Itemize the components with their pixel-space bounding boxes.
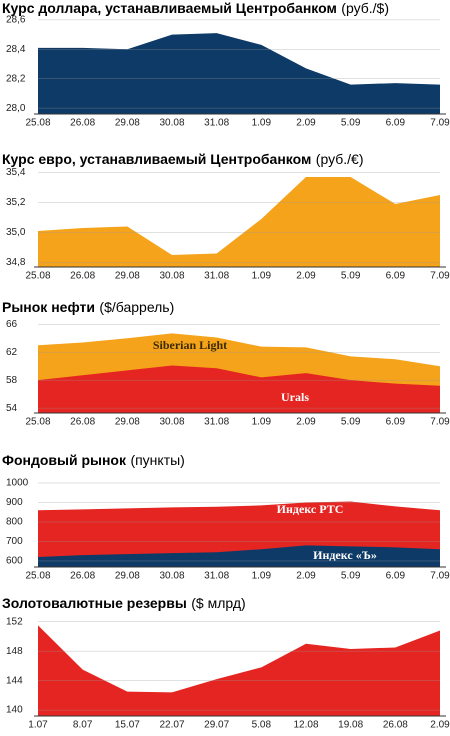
x-tick-label: 31.08 <box>204 271 229 282</box>
x-tick-label: 29.08 <box>115 417 140 428</box>
x-tick-label: 1.09 <box>252 417 272 428</box>
title-text: Фондовый рынок <box>2 452 127 468</box>
title-unit: (руб./$) <box>341 0 389 16</box>
series-label: Индекс РТС <box>277 502 344 516</box>
x-tick-label: 1.09 <box>252 571 272 582</box>
y-tick-label: 900 <box>6 497 23 508</box>
chart-title: Фондовый рынок (пункты) <box>2 452 185 470</box>
x-tick-label: 6.09 <box>386 417 406 428</box>
x-tick-label: 29.08 <box>115 271 140 282</box>
x-tick-label: 7.09 <box>430 417 450 428</box>
y-tick-label: 152 <box>6 616 23 627</box>
y-tick-label: 700 <box>6 536 23 547</box>
x-tick-label: 31.08 <box>204 118 229 129</box>
x-tick-label: 30.08 <box>159 571 184 582</box>
series-label: Индекс «Ъ» <box>313 548 377 562</box>
x-tick-label: 2.09 <box>296 271 316 282</box>
x-tick-label: 2.09 <box>296 571 316 582</box>
x-tick-label: 31.08 <box>204 571 229 582</box>
area <box>38 625 440 716</box>
y-tick-label: 600 <box>6 556 23 567</box>
y-tick-label: 34,8 <box>6 257 26 268</box>
y-tick-label: 800 <box>6 517 23 528</box>
x-tick-label: 30.08 <box>159 417 184 428</box>
x-tick-label: 2.09 <box>430 720 450 731</box>
chart-title: Курс евро, устанавливаемый Центробанком … <box>2 151 364 169</box>
area <box>38 33 440 114</box>
x-tick-label: 25.08 <box>25 271 50 282</box>
x-tick-label: 25.08 <box>25 417 50 428</box>
chart-title: Золотовалютные резервы ($ млрд) <box>2 595 246 613</box>
x-tick-label: 26.08 <box>70 271 95 282</box>
x-tick-label: 26.08 <box>70 571 95 582</box>
y-tick-label: 144 <box>6 675 23 686</box>
y-tick-label: 62 <box>6 347 18 358</box>
y-tick-label: 35,2 <box>6 197 26 208</box>
x-tick-label: 5.09 <box>341 417 361 428</box>
x-tick-label: 5.08 <box>252 720 272 731</box>
y-tick-label: 28,0 <box>6 103 26 114</box>
x-tick-label: 26.08 <box>70 417 95 428</box>
x-tick-label: 29.08 <box>115 118 140 129</box>
title-unit: (пункты) <box>130 452 184 468</box>
title-unit: (руб./€) <box>316 151 364 167</box>
y-tick-label: 58 <box>6 375 18 386</box>
x-tick-label: 25.08 <box>25 571 50 582</box>
x-tick-label: 5.09 <box>341 571 361 582</box>
x-tick-label: 1.09 <box>252 118 272 129</box>
x-tick-label: 7.09 <box>430 271 450 282</box>
x-tick-label: 5.09 <box>341 118 361 129</box>
x-tick-label: 2.09 <box>296 417 316 428</box>
x-tick-label: 29.07 <box>204 720 229 731</box>
x-tick-label: 12.08 <box>293 720 318 731</box>
y-tick-label: 148 <box>6 646 23 657</box>
title-text: Рынок нефти <box>2 299 95 315</box>
x-tick-label: 7.09 <box>430 571 450 582</box>
x-tick-label: 8.07 <box>73 720 93 731</box>
title-text: Золотовалютные резервы <box>2 595 187 611</box>
area <box>38 365 440 413</box>
x-tick-label: 6.09 <box>386 271 406 282</box>
y-tick-label: 35,0 <box>6 227 26 238</box>
x-tick-label: 2.09 <box>296 118 316 129</box>
x-tick-label: 1.07 <box>28 720 48 731</box>
x-tick-label: 6.09 <box>386 571 406 582</box>
area <box>38 545 440 567</box>
y-tick-label: 28,4 <box>6 44 26 55</box>
chart-title: Курс доллара, устанавливаемый Центробанк… <box>2 0 389 17</box>
y-tick-label: 28,2 <box>6 73 26 84</box>
x-tick-label: 30.08 <box>159 118 184 129</box>
title-text: Курс доллара, устанавливаемый Центробанк… <box>2 0 337 16</box>
x-tick-label: 26.08 <box>383 720 408 731</box>
x-tick-label: 30.08 <box>159 271 184 282</box>
y-tick-label: 1000 <box>6 478 29 489</box>
x-tick-label: 6.09 <box>386 118 406 129</box>
chart-title: Рынок нефти ($/баррель) <box>2 299 174 317</box>
x-tick-label: 15.07 <box>115 720 140 731</box>
x-tick-label: 22.07 <box>159 720 184 731</box>
x-tick-label: 26.08 <box>70 118 95 129</box>
x-tick-label: 5.09 <box>341 271 361 282</box>
area <box>38 177 440 267</box>
y-tick-label: 140 <box>6 705 23 716</box>
y-tick-label: 54 <box>6 403 18 414</box>
series-label: Siberian Light <box>153 338 227 352</box>
y-tick-label: 66 <box>6 319 18 330</box>
title-unit: ($ млрд) <box>191 595 245 611</box>
x-tick-label: 7.09 <box>430 118 450 129</box>
x-tick-label: 25.08 <box>25 118 50 129</box>
x-tick-label: 1.09 <box>252 271 272 282</box>
x-tick-label: 29.08 <box>115 571 140 582</box>
x-tick-label: 19.08 <box>338 720 363 731</box>
title-unit: ($/баррель) <box>99 299 174 315</box>
y-tick-label: 35,4 <box>6 167 26 178</box>
x-tick-label: 31.08 <box>204 417 229 428</box>
series-label: Urals <box>281 390 309 404</box>
title-text: Курс евро, устанавливаемый Центробанком <box>2 151 311 167</box>
y-tick-label: 28,6 <box>6 15 26 26</box>
